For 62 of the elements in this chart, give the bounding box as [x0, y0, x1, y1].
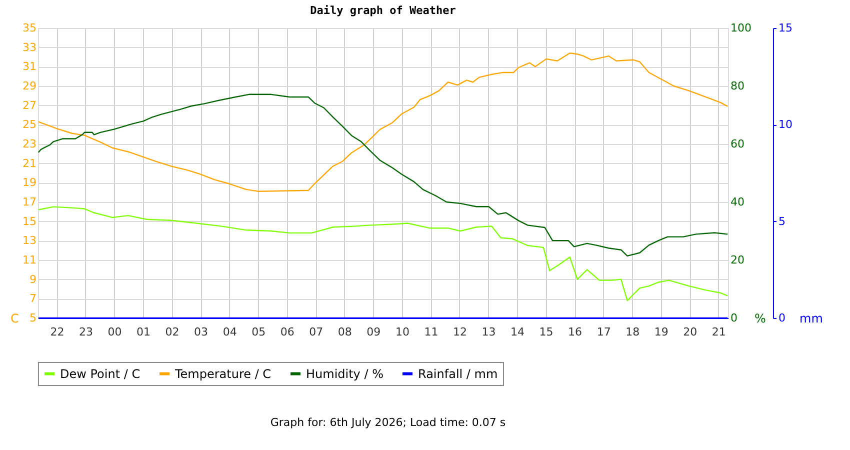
y-tick-label: 11 [22, 254, 36, 266]
x-tick-label: 22 [50, 326, 64, 338]
x-tick-label: 07 [309, 326, 324, 338]
x-tick-label: 21 [712, 326, 726, 338]
legend-label: Temperature / C [174, 366, 272, 381]
y-tick-label: 29 [22, 80, 36, 92]
line-series [38, 52, 728, 192]
chart-title: Daily graph of Weather [310, 4, 456, 17]
line-series [38, 94, 728, 257]
y3-tick-label: 5 [778, 214, 786, 228]
x-tick-label: 03 [194, 326, 208, 338]
y3-tick-label: 10 [778, 118, 792, 132]
y-tick-label: 35 [22, 22, 36, 34]
y-tick-label: 27 [22, 98, 36, 112]
x-tick-label: 12 [452, 326, 467, 338]
x-tick-label: 13 [482, 326, 496, 338]
y-tick-label: 17 [22, 196, 36, 208]
y3-axis-title: mm [800, 312, 823, 326]
x-tick-label: 04 [222, 326, 237, 338]
x-tick-label: 06 [280, 326, 294, 338]
x-tick-label: 23 [78, 326, 93, 338]
y2-tick-label: 100 [730, 22, 752, 34]
y2-tick-label: 80 [730, 80, 744, 92]
x-tick-label: 00 [108, 326, 122, 338]
y2-tick-label: 60 [730, 138, 744, 150]
y-tick-label: 19 [22, 176, 36, 190]
x-tick-label: 08 [338, 326, 352, 338]
legend-label: Rainfall / mm [418, 366, 498, 381]
x-tick-label: 20 [683, 326, 698, 338]
x-tick-label: 19 [654, 326, 668, 338]
y-axis-title: C [10, 312, 19, 326]
x-tick-label: 01 [136, 326, 151, 338]
y3-tick-label: 15 [778, 22, 792, 34]
y2-tick-label: 0 [730, 312, 738, 324]
x-tick-label: 14 [510, 326, 525, 338]
x-tick-label: 18 [626, 326, 640, 338]
y3-tick-label: 0 [778, 312, 786, 324]
y-tick-label: 23 [22, 138, 36, 150]
y-tick-label: 31 [22, 60, 36, 74]
y-tick-label: 15 [22, 214, 36, 228]
x-tick-label: 02 [165, 326, 180, 338]
x-tick-label: 05 [252, 326, 266, 338]
x-tick-label: 15 [539, 326, 554, 338]
y-tick-label: 33 [22, 40, 36, 54]
legend-label: Dew Point / C [60, 366, 140, 381]
x-tick-label: 16 [568, 326, 582, 338]
line-series [38, 206, 728, 302]
y-tick-label: 9 [30, 272, 36, 286]
y2-tick-label: 40 [730, 196, 744, 208]
y-tick-label: 7 [30, 292, 36, 306]
x-tick-label: 09 [366, 326, 381, 338]
y-tick-label: 13 [22, 234, 36, 248]
text: Graph for: 6th July 2026; Load time: 0.07 s [270, 416, 506, 429]
x-tick-label: 10 [395, 326, 410, 338]
y2-axis-title: % [754, 312, 766, 326]
legend-label: Humidity / % [306, 366, 384, 381]
x-tick-label: 17 [596, 326, 611, 338]
y-tick-label: 25 [22, 118, 36, 132]
y2-tick-label: 20 [730, 254, 744, 266]
y-tick-label: 5 [30, 312, 36, 324]
y-tick-label: 21 [22, 156, 36, 170]
x-tick-label: 11 [424, 326, 438, 338]
